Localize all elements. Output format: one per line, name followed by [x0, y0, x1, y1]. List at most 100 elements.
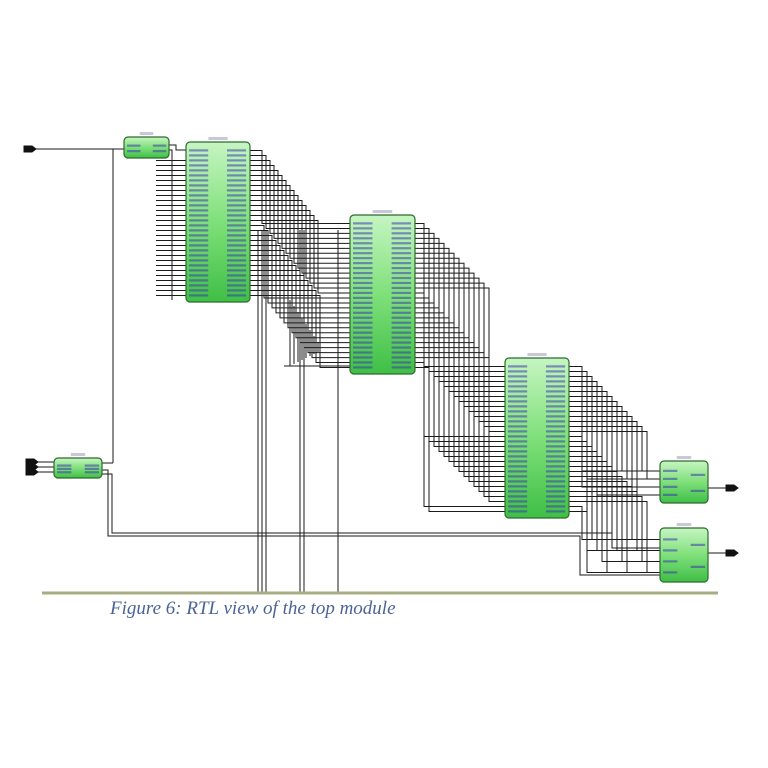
input-pin-label — [353, 257, 373, 260]
input-pin-label — [353, 366, 373, 369]
output-pin-label — [226, 264, 247, 267]
output-pin-label — [226, 294, 247, 297]
ctrl-module-block — [53, 453, 103, 479]
stage1-stage2-wire — [250, 185, 350, 259]
output-pin-label — [391, 336, 412, 339]
output-pin-label — [391, 301, 412, 304]
output-pin-label — [391, 326, 412, 329]
input-pin-label — [508, 480, 528, 483]
module-body — [659, 527, 709, 583]
input-pin-label — [508, 415, 528, 418]
output-pin-label — [391, 291, 412, 295]
stage3-output-wire — [569, 411, 660, 480]
output-pin-label — [545, 420, 566, 423]
stage3-output-wire — [569, 391, 660, 480]
input-pin-label — [353, 281, 373, 285]
stage1-stage2-wire — [250, 280, 350, 354]
output-pin-label — [545, 425, 566, 428]
input-pin-label — [189, 154, 209, 157]
output-pin-label — [226, 229, 247, 232]
stage1-stage2-wire — [250, 220, 350, 294]
stage1-stage2-wire — [250, 205, 350, 279]
output-pin-label — [226, 219, 247, 222]
stage3-output-wire — [569, 476, 660, 562]
input-pin-label — [663, 538, 678, 541]
stage1-stage2-wire — [250, 150, 350, 224]
module-body — [504, 357, 570, 519]
input-pin-label — [508, 400, 528, 403]
output-pin-label — [226, 234, 247, 237]
input-pin-label — [353, 227, 373, 230]
input-pin-label — [189, 279, 209, 282]
input-pin-label — [508, 410, 528, 413]
output-pin-label — [545, 440, 566, 443]
stage3-output-wire — [569, 421, 660, 496]
output-pin-label — [545, 455, 566, 458]
output-pin-label — [545, 385, 566, 388]
output-pin-label — [545, 470, 566, 473]
input-pin-label — [508, 420, 528, 423]
stage1-stage2-wire — [250, 240, 350, 314]
stage3-output-wire — [569, 386, 660, 472]
wire-layer — [32, 144, 726, 592]
input-pin-label — [353, 296, 373, 299]
ctrl-bus-wire — [102, 469, 660, 576]
stage1-stage2-wire — [250, 200, 350, 274]
output-pin-label — [226, 249, 247, 252]
input-pin-label — [663, 469, 678, 472]
input-pin-label — [508, 485, 528, 488]
stage3-output-wire — [569, 486, 660, 540]
output-pin-label — [545, 505, 566, 508]
stage2-stage3-wire — [415, 337, 505, 482]
stage1-stage2-wire — [250, 225, 350, 299]
stage3-output-wire — [569, 401, 660, 496]
input-pin-label — [353, 276, 373, 280]
stage3-output-wire — [569, 446, 660, 540]
output-pin-label — [391, 242, 412, 245]
output-pin-label — [391, 341, 412, 344]
stage3-output-wire — [569, 466, 660, 540]
input-pin-label — [663, 477, 678, 480]
input-pin-label — [189, 259, 209, 262]
instance-name-label — [676, 456, 692, 459]
output-pin-label — [545, 380, 566, 383]
block-layer — [53, 132, 709, 583]
output-pin-label — [391, 351, 412, 354]
input-pin-label — [508, 425, 528, 428]
clock-out-wire — [169, 144, 186, 151]
input-pin-label — [508, 475, 528, 478]
output-pin-label — [391, 252, 412, 255]
input-pin-label — [353, 262, 373, 265]
input-pin-label — [189, 289, 209, 292]
output-pin-label — [391, 306, 412, 309]
input-pin-label — [353, 271, 373, 275]
input-pin-label — [508, 510, 528, 513]
output-pin-label — [545, 485, 566, 488]
output-pin-label — [391, 321, 412, 324]
input-pin-label — [663, 560, 678, 563]
output-pin-label — [545, 410, 566, 413]
output-pin-label — [226, 239, 247, 242]
io-port-layer — [23, 145, 739, 557]
output-pin-label — [391, 316, 412, 319]
module-body — [185, 141, 251, 303]
input-pin-label — [508, 455, 528, 458]
stage3-output-wire — [569, 406, 660, 472]
input-pin-label — [508, 405, 528, 408]
input-pin-label — [353, 291, 373, 295]
input-pin-label — [508, 445, 528, 448]
input-pin-label — [189, 239, 209, 242]
input-pin-label — [353, 361, 373, 364]
output-pin-label — [84, 464, 100, 467]
module-body — [349, 214, 416, 375]
output-pin-label — [226, 244, 247, 247]
output-pin-label — [545, 365, 566, 368]
output-pin-label — [226, 169, 247, 172]
instance-name-label — [139, 132, 154, 135]
stage1-stage2-wire — [250, 210, 350, 284]
input-pin-label — [353, 321, 373, 324]
output-pin-label — [545, 400, 566, 403]
input-pin-label — [353, 266, 373, 270]
output-pin-label — [226, 204, 247, 207]
